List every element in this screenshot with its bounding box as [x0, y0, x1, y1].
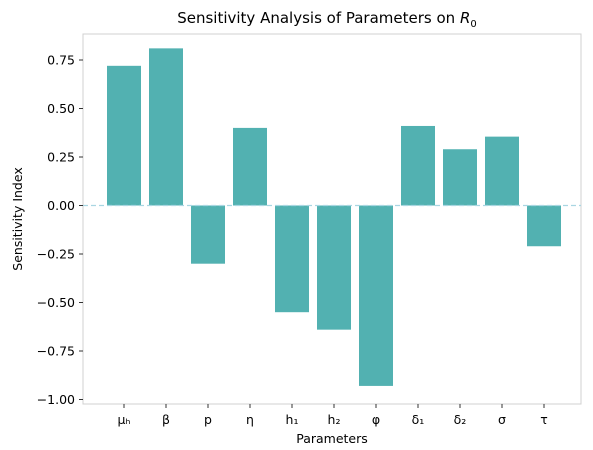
bar-3 — [233, 127, 267, 206]
y-tick-label: 0.25 — [47, 150, 75, 165]
bar-7 — [401, 125, 435, 206]
bars-group — [107, 48, 561, 386]
y-tick-label: 0.50 — [47, 101, 75, 116]
bar-5 — [317, 205, 351, 330]
y-tick-label: −0.25 — [37, 247, 75, 262]
bar-2 — [191, 205, 225, 264]
x-tick-label: p — [204, 412, 212, 427]
bar-4 — [275, 205, 309, 313]
bar-9 — [485, 136, 519, 206]
bar-1 — [149, 48, 183, 206]
bar-8 — [443, 149, 477, 206]
x-tick-label: μₕ — [117, 412, 130, 427]
x-tick-label: σ — [498, 412, 506, 427]
plot-area-frame — [82, 33, 582, 405]
x-tick-label: φ — [372, 412, 380, 427]
x-axis: μₕ β p η h₁ h₂ φ δ₁ δ₂ σ τ — [117, 404, 548, 427]
chart-title-math: R — [460, 9, 470, 27]
y-tick-label: −0.75 — [37, 344, 75, 359]
chart-title-math-sub: 0 — [470, 19, 476, 30]
bar-6 — [359, 205, 393, 386]
y-axis: 0.75 0.50 0.25 0.00 −0.25 −0.50 −0.75 −1.00 — [37, 53, 83, 407]
x-tick-label: δ₁ — [412, 412, 425, 427]
chart-title: Sensitivity Analysis of Parameters on R0 — [177, 9, 477, 30]
x-tick-label: h₂ — [328, 412, 341, 427]
y-tick-label: −1.00 — [37, 392, 75, 407]
x-tick-label: η — [246, 412, 254, 427]
x-tick-label: h₁ — [286, 412, 299, 427]
x-tick-label: δ₂ — [454, 412, 467, 427]
bar-0 — [107, 65, 141, 206]
x-tick-label: β — [162, 412, 170, 427]
y-tick-label: 0.00 — [47, 198, 75, 213]
y-tick-label: 0.75 — [47, 53, 75, 68]
x-axis-label: Parameters — [296, 431, 368, 446]
x-tick-label: τ — [540, 412, 548, 427]
y-tick-label: −0.50 — [37, 295, 75, 310]
y-axis-label: Sensitivity Index — [10, 167, 25, 270]
bar-10 — [527, 205, 561, 247]
